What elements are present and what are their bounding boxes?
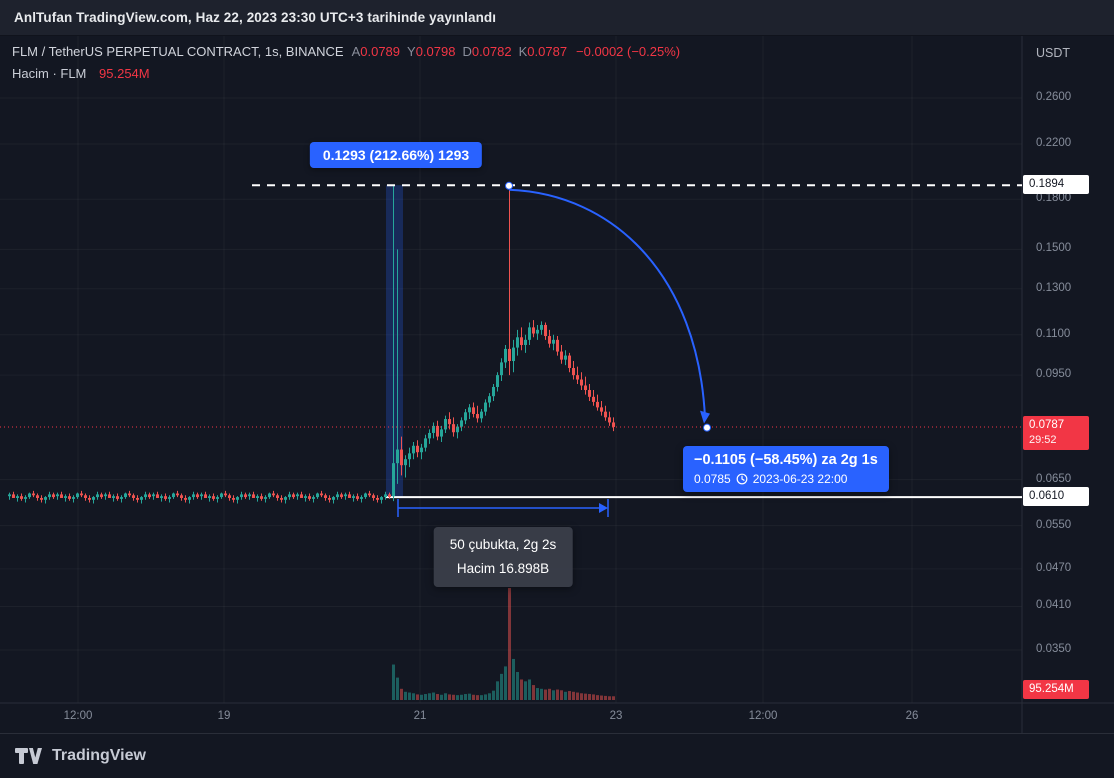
price-tick-label: 0.2200 <box>1036 136 1072 149</box>
decline-datetime: 2023-06-23 22:00 <box>752 472 848 486</box>
price-tick-label: 0.0470 <box>1036 561 1072 574</box>
last-price-axis-label: 0.0787 29:52 <box>1023 415 1089 450</box>
chart-area: FLM / TetherUS PERPETUAL CONTRACT, 1s, B… <box>0 36 1114 733</box>
publish-bar: AnlTufan TradingView.com, Haz 22, 2023 2… <box>0 0 1114 36</box>
time-tick-label: 12:00 <box>748 710 778 722</box>
decline-measure-tooltip: −0.1105 (−58.45%) za 2g 1s 0.0785 2023-0… <box>683 446 889 492</box>
price-tick-label: 0.0410 <box>1036 599 1072 612</box>
time-tick-label: 26 <box>905 710 919 722</box>
price-range-band[interactable] <box>386 185 403 498</box>
tradingview-logo-icon[interactable] <box>15 747 43 765</box>
grid-lines <box>0 36 1114 733</box>
measure-arrow[interactable] <box>505 181 711 432</box>
price-tick-label: 0.0550 <box>1036 518 1072 531</box>
currency-label: USDT <box>1036 46 1071 60</box>
decline-price: 0.0785 <box>694 472 731 486</box>
date-range-bracket[interactable] <box>397 499 609 517</box>
time-tick-label: 12:00 <box>63 710 93 722</box>
price-tick-label: 0.2600 <box>1036 91 1072 103</box>
high-price-axis-label: 0.1894 <box>1023 175 1089 195</box>
price-tick-label: 0.0650 <box>1036 472 1072 485</box>
bars-range-line2: Hacim 16.898B <box>456 561 550 576</box>
publish-text: AnlTufan TradingView.com, Haz 22, 2023 2… <box>14 10 497 25</box>
price-tick-label: 0.1300 <box>1036 281 1072 294</box>
low-price-axis-label: 0.0610 <box>1023 487 1089 507</box>
time-tick-label: 19 <box>217 710 231 722</box>
clock-icon <box>736 473 748 485</box>
time-axis[interactable] <box>0 703 1022 733</box>
volume-axis-label: 95.254M <box>1023 680 1089 699</box>
bars-range-line1: 50 çubukta, 2g 2s <box>449 537 557 552</box>
price-tick-label: 0.0950 <box>1036 368 1072 381</box>
price-tick-label: 0.1800 <box>1036 192 1072 205</box>
candlestick-series <box>8 185 615 504</box>
price-tick-label: 0.1500 <box>1036 242 1072 255</box>
price-range-measure-label[interactable]: 0.1293 (212.66%) 1293 <box>309 142 483 168</box>
brand-name[interactable]: TradingView <box>52 747 146 764</box>
price-tick-label: 0.1100 <box>1036 327 1071 340</box>
chart-canvas[interactable] <box>0 36 1114 733</box>
price-tick-label: 0.0350 <box>1036 643 1072 655</box>
time-tick-label: 23 <box>609 710 623 722</box>
last-price-value: 0.0787 <box>1029 418 1065 431</box>
decline-amount: −0.1105 (−58.45%) za 2g 1s <box>694 452 878 468</box>
time-tick-label: 21 <box>413 710 427 722</box>
bars-range-tooltip: 50 çubukta, 2g 2s Hacim 16.898B <box>433 527 573 587</box>
bar-countdown: 29:52 <box>1029 433 1057 446</box>
footer: TradingView <box>0 733 1114 778</box>
volume-series <box>392 588 615 700</box>
decline-detail-row: 0.0785 2023-06-23 22:00 <box>694 472 878 486</box>
